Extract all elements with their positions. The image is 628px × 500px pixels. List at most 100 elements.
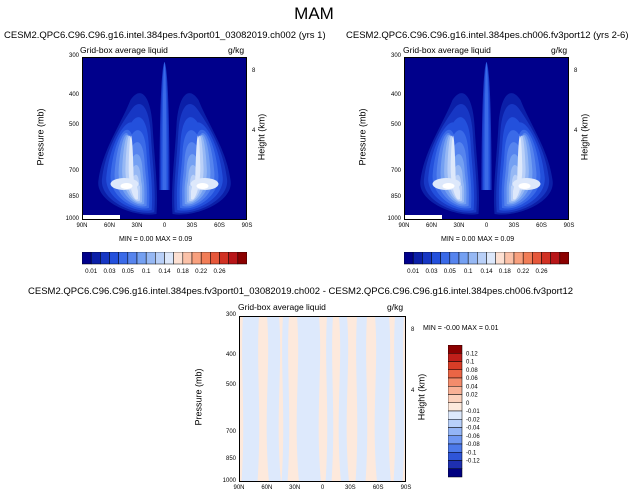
right-colorbar-swatch <box>440 252 451 265</box>
left-colorbar-swatch <box>200 252 211 265</box>
diff-ytick-right-label: 8 <box>411 326 415 333</box>
diff-colorbar-swatch <box>448 419 463 428</box>
right-xtick-label: 90S <box>563 223 575 229</box>
right-colorbar-swatch <box>422 252 432 265</box>
left-xtick-label: 90S <box>241 223 253 229</box>
right-colorbar-label: 0.05 <box>444 268 457 275</box>
left-colorbar-label: 0.14 <box>158 268 171 275</box>
left-colorbar-swatch <box>173 252 184 265</box>
left-xtick-label: 90N <box>76 223 88 229</box>
right-colorbar-swatch <box>467 252 478 265</box>
diff-colorbar-swatch <box>448 353 463 362</box>
left-ytick-label: 400 <box>68 91 79 98</box>
left-colorbar-swatch <box>164 252 174 265</box>
left-contour-level <box>120 183 133 189</box>
left-colorbar-swatch <box>145 252 156 265</box>
left-contour-level <box>162 62 167 190</box>
diff-contours <box>241 316 405 482</box>
left-ytick-right-label: 8 <box>252 67 256 74</box>
diff-colorbar-label: -0.12 <box>466 459 480 465</box>
left-ytick-label: 1000 <box>65 216 79 222</box>
left-colorbar-swatch <box>155 252 165 265</box>
right-colorbar-swatch <box>404 252 414 265</box>
right-xtick-label: 0 <box>484 223 489 229</box>
diff-ytick-label: 850 <box>225 455 236 462</box>
left-xtick-label: 60S <box>214 223 225 229</box>
diff-colorbar-swatch <box>448 410 463 420</box>
right-colorbar-swatch <box>477 252 487 265</box>
diff-colorbar-swatch <box>448 394 463 403</box>
diff-colorbar-swatch <box>448 386 463 395</box>
right-plot-frame <box>404 57 569 220</box>
right-ytick-right-label: 8 <box>574 67 578 74</box>
left-colorbar-swatch <box>82 252 92 265</box>
left-minmax: MIN = 0.00 MAX = 0.09 <box>119 236 193 243</box>
diff-ytick-label: 1000 <box>222 478 236 484</box>
right-colorbar-swatch <box>486 252 496 265</box>
diff-colorbar-swatch <box>448 460 463 469</box>
left-contour-level <box>196 183 209 189</box>
diff-colorbar-label: -0.04 <box>466 426 480 432</box>
diff-colorbar-label: -0.1 <box>466 450 477 456</box>
diff-colorbar-label: 0.1 <box>466 360 475 366</box>
left-colorbar-swatch <box>100 252 110 265</box>
left-contours <box>82 57 247 220</box>
left-xtick-label: 0 <box>162 223 167 229</box>
right-colorbar-swatch <box>550 252 561 265</box>
diff-colorbar: 0.12 0.1 0.08 0.06 0.04 0.02 0 -0.01 -0.02 -0.04 -… <box>448 345 480 478</box>
left-panel-subtitle: Grid-box average liquid <box>80 45 168 55</box>
left-colorbar-label: 0.1 <box>142 268 151 275</box>
diff-colorbar-label: 0 <box>466 401 470 407</box>
diff-plot-frame <box>239 316 406 482</box>
right-contours <box>404 57 569 220</box>
diff-panel-subtitle: Grid-box average liquid <box>238 302 326 312</box>
diff-colorbar-label: 0.06 <box>466 376 478 382</box>
diff-contour-level <box>374 316 391 482</box>
right-colorbar-label: 0.01 <box>407 268 420 275</box>
left-plot-frame <box>82 57 247 220</box>
right-ytick-right-label: 4 <box>574 127 578 134</box>
left-colorbar-swatch <box>136 252 147 265</box>
left-colorbar: 0.01 0.03 0.05 0.1 0.14 0.18 0.22 0.26 <box>82 252 247 275</box>
left-ytick-label: 500 <box>68 122 79 129</box>
diff-panel-title: CESM2.QPC6.C96.C96.g16.intel.384pes.fv3p… <box>28 286 574 297</box>
right-colorbar-label: 0.18 <box>499 268 512 275</box>
diff-xtick-label: 30N <box>289 485 301 491</box>
left-colorbar-swatch <box>219 252 229 265</box>
left-colorbar-label: 0.18 <box>177 268 190 275</box>
right-colorbar-swatch <box>532 252 542 265</box>
diff-contour-plot <box>239 316 406 482</box>
diff-colorbar-swatch <box>448 361 463 370</box>
left-ylabel-right: Height (km) <box>256 113 267 161</box>
right-xtick-label: 60N <box>425 223 437 229</box>
right-xtick-label: 30N <box>453 223 465 229</box>
left-colorbar-swatch <box>90 252 101 265</box>
right-minmax: MIN = 0.00 MAX = 0.09 <box>441 236 515 243</box>
left-colorbar-swatch <box>127 252 138 265</box>
right-colorbar-label: 0.22 <box>517 268 530 275</box>
left-colorbar-swatch <box>191 252 202 265</box>
diff-minmax: MIN = -0.00 MAX = 0.01 <box>423 325 499 332</box>
right-panel-title: CESM2.QPC6.C96.C96.g16.intel.384pes.ch00… <box>346 30 628 41</box>
right-contour-level <box>484 62 489 190</box>
diff-contour-level <box>296 316 321 482</box>
right-contour-level <box>442 183 455 189</box>
right-ylabel-right: Height (km) <box>579 113 590 161</box>
diff-colorbar-label: -0.02 <box>466 417 480 423</box>
left-colorbar-label: 0.03 <box>103 268 116 275</box>
diff-ylabel-right: Height (km) <box>416 373 427 421</box>
left-ytick-label: 300 <box>68 53 79 59</box>
diff-contour-level <box>325 316 334 482</box>
right-ytick-label: 1000 <box>387 216 401 222</box>
left-ytick-label: 700 <box>68 167 79 174</box>
diff-colorbar-swatch <box>448 443 463 453</box>
diff-colorbar-label: 0.02 <box>466 393 478 399</box>
diff-colorbar-swatch <box>448 435 463 445</box>
right-colorbar-swatch <box>513 252 524 265</box>
diff-contour-level <box>281 316 290 482</box>
diff-colorbar-swatch <box>448 452 463 461</box>
diff-panel-units: g/kg <box>387 302 404 312</box>
diff-colorbar-swatch <box>448 369 463 379</box>
page-title: MAM <box>294 4 334 23</box>
left-panel-title: CESM2.QPC6.C96.C96.g16.intel.384pes.fv3p… <box>4 30 326 41</box>
